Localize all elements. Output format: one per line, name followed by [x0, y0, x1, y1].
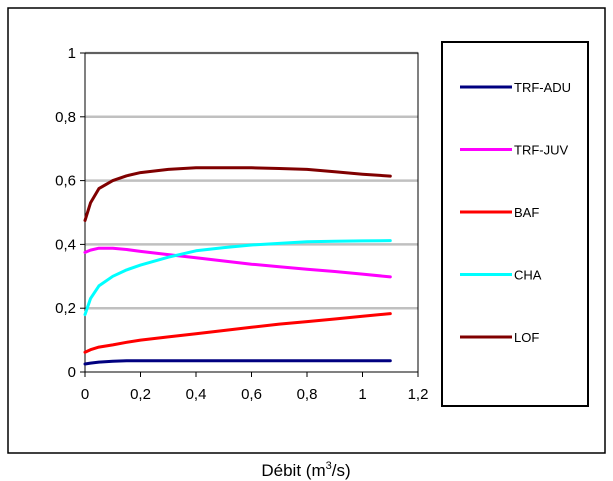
legend-label-lof: LOF	[514, 330, 539, 345]
legend-label-trf-juv: TRF-JUV	[514, 143, 568, 158]
series-line-lof	[83, 166, 392, 222]
series-line-trf-adu	[83, 359, 392, 366]
y-tick-label: 0,2	[55, 300, 76, 317]
x-tick-label: 0,8	[297, 386, 318, 403]
legend-label-trf-adu: TRF-ADU	[514, 80, 571, 95]
x-tick-label: 1	[358, 386, 366, 403]
y-tick-label: 0,6	[55, 173, 76, 190]
y-tick-label: 0,4	[55, 236, 76, 253]
x-axis-label-superscript: 3	[326, 460, 332, 472]
y-tick-label: 1	[68, 45, 76, 62]
x-tick-label: 1,2	[408, 386, 429, 403]
y-tick-label: 0,8	[55, 109, 76, 126]
legend-label-cha: CHA	[514, 268, 542, 283]
x-tick-label: 0,4	[186, 386, 207, 403]
series-line-cha	[83, 239, 392, 317]
series-group	[83, 166, 392, 366]
legend-label-baf: BAF	[514, 205, 539, 220]
axis-group: 0 0,2 0,4 0,6 0,8 1 0 0,2 0,4 0,6 0,8 1 1,2	[55, 45, 428, 403]
x-tick-label: 0,2	[130, 386, 151, 403]
legend: TRF-ADU TRF-JUV BAF CHA LOF	[460, 80, 571, 345]
x-axis-label-tail: /s)	[332, 461, 351, 480]
series-line-baf	[83, 312, 392, 354]
legend-box	[441, 41, 589, 407]
x-tick-label: 0	[81, 386, 89, 403]
x-tick-label: 0,6	[241, 386, 262, 403]
y-tick-label: 0	[68, 364, 76, 381]
series-line-trf-juv	[83, 246, 392, 279]
x-axis-label: Débit (m3/s)	[261, 460, 350, 480]
